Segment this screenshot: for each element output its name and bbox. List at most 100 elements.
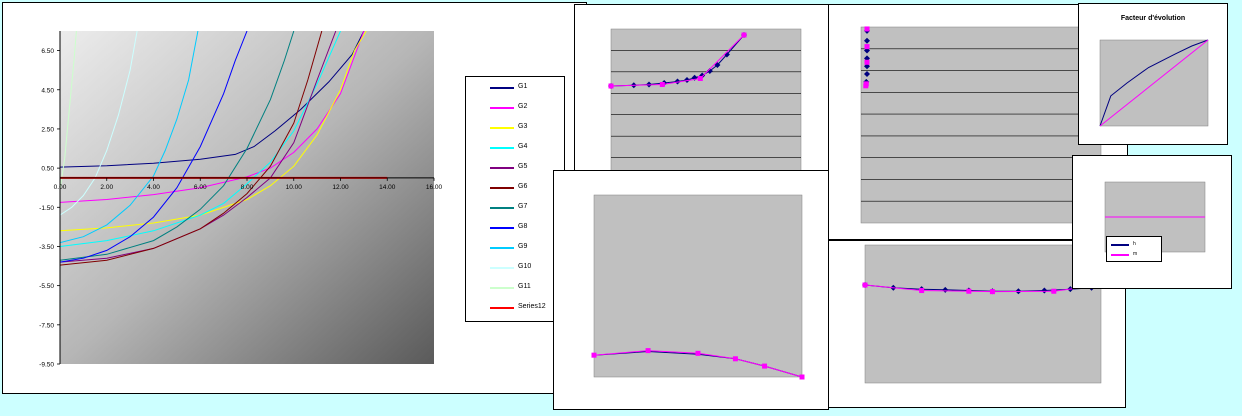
legend-label: G5 [518,163,528,170]
legend-entry-g5: G5 [466,161,564,175]
factor-chart-title: Facteur d'évolution [1120,15,1186,22]
legend-label: G6 [518,183,528,190]
legend-swatch [490,147,514,149]
small-legend-entry: h [1107,239,1161,249]
bottom-right-point [966,288,972,294]
small-legend-label: m [1133,251,1138,257]
legend-entry-g3: G3 [466,121,564,135]
main-chart-svg: 0.00 2.00 4.00 6.00 8.00 10.00 12.00 14.00 16.00… [39,31,443,369]
legend-label: G2 [518,103,528,110]
small-legend-swatch [1111,244,1129,246]
main-series-line-g11 [60,31,77,190]
top-center-point [684,77,690,83]
top-right-plot-area [860,26,1102,224]
top-center-point [706,68,713,74]
top-center-series-1-line [610,34,745,87]
legend-label: G9 [518,243,528,250]
main-x-tick-label: 16.00 [426,184,443,191]
bottom-center-plot-area [593,194,803,378]
legend-label: G4 [518,143,528,150]
legend-swatch [490,187,514,189]
top-center-plot-area [610,28,802,180]
main-x-tick-label: 4.00 [147,184,160,191]
bottom-right-point [989,289,995,295]
main-x-tick-label: 6.00 [194,184,207,191]
bottom-center-point [645,348,651,354]
legend-label: G10 [518,263,532,270]
bottom-center-point [799,374,805,380]
main-series-line-g1 [60,31,365,168]
top-center-point [674,78,681,85]
legend-swatch [490,247,514,249]
main-y-tick-label: 2.50 [41,126,54,133]
legend-swatch [490,207,514,209]
bottom-center-point [762,363,768,369]
top-center-point [608,83,614,89]
main-x-tick-label: 8.00 [241,184,254,191]
legend-entry-g8: G8 [466,221,564,235]
bottom-center-point [591,352,597,358]
legend-entry-g11: G11 [466,281,564,295]
bottom-right-plot-area [864,244,1102,384]
top-right-point [863,83,869,89]
small-legend-label: h [1133,241,1136,247]
legend-swatch [490,107,514,109]
bottom-right-point [1051,288,1057,294]
legend-entry-g6: G6 [466,181,564,195]
legend-swatch [490,307,514,309]
legend-swatch [490,267,514,269]
legend-entry-g4: G4 [466,141,564,155]
main-y-tick-label: -3.50 [39,244,54,251]
bottom-center-series-1-line [593,350,803,378]
bottom-right-point [919,288,925,294]
small-legend-swatch [1111,254,1129,256]
main-series-line-g4 [60,31,341,247]
bottom-right-point [862,282,868,288]
main-y-tick-label: -7.50 [39,322,54,329]
small-legend-entry: m [1107,249,1161,259]
top-center-point [659,82,665,87]
main-legend: G1 G2 G3 G4 G5 G6 G7 G8 G9 G10 G11 Series12 [465,76,565,322]
legend-swatch [490,87,514,89]
top-right-point [864,26,870,32]
legend-label: G1 [518,83,528,90]
bottom-center-chart-panel [553,170,829,410]
legend-entry-g7: G7 [466,201,564,215]
main-y-tick-label: 0.50 [41,166,54,173]
legend-label: G7 [518,203,528,210]
top-right-point [864,44,870,50]
legend-label: Series12 [518,303,546,310]
main-series-line-g3 [60,31,367,232]
top-center-chart-panel [574,4,830,196]
legend-label: G11 [518,283,531,290]
bottom-center-point [732,356,738,362]
legend-entry-g9: G9 [466,241,564,255]
legend-label: G3 [518,123,528,130]
bottom-right-series-1-line [864,284,1102,293]
main-series-line-g10 [60,31,138,216]
legend-swatch [490,287,514,289]
top-center-point [741,32,747,38]
top-center-point [697,76,703,81]
main-x-tick-label: 10.00 [286,184,303,191]
bottom-center-point [695,350,701,356]
legend-label: G8 [518,223,528,230]
main-series-line-g5 [60,31,337,263]
legend-swatch [490,227,514,229]
main-series-line-g9 [60,31,199,244]
main-x-tick-label: 2.00 [100,184,113,191]
main-y-tick-label: -9.50 [39,362,54,369]
main-x-tick-label: 14.00 [379,184,396,191]
main-series-line-g8 [60,31,248,263]
main-series-line-g7 [60,31,295,261]
main-y-tick-label: -5.50 [39,283,54,290]
main-x-tick-label: 0.00 [54,184,67,191]
legend-entry-series12: Series12 [466,301,564,315]
legend-entry-g2: G2 [466,101,564,115]
legend-entry-g1: G1 [466,81,564,95]
main-y-tick-label: 6.50 [41,48,54,55]
main-y-tick-label: 4.50 [41,87,54,94]
legend-swatch [490,127,514,129]
